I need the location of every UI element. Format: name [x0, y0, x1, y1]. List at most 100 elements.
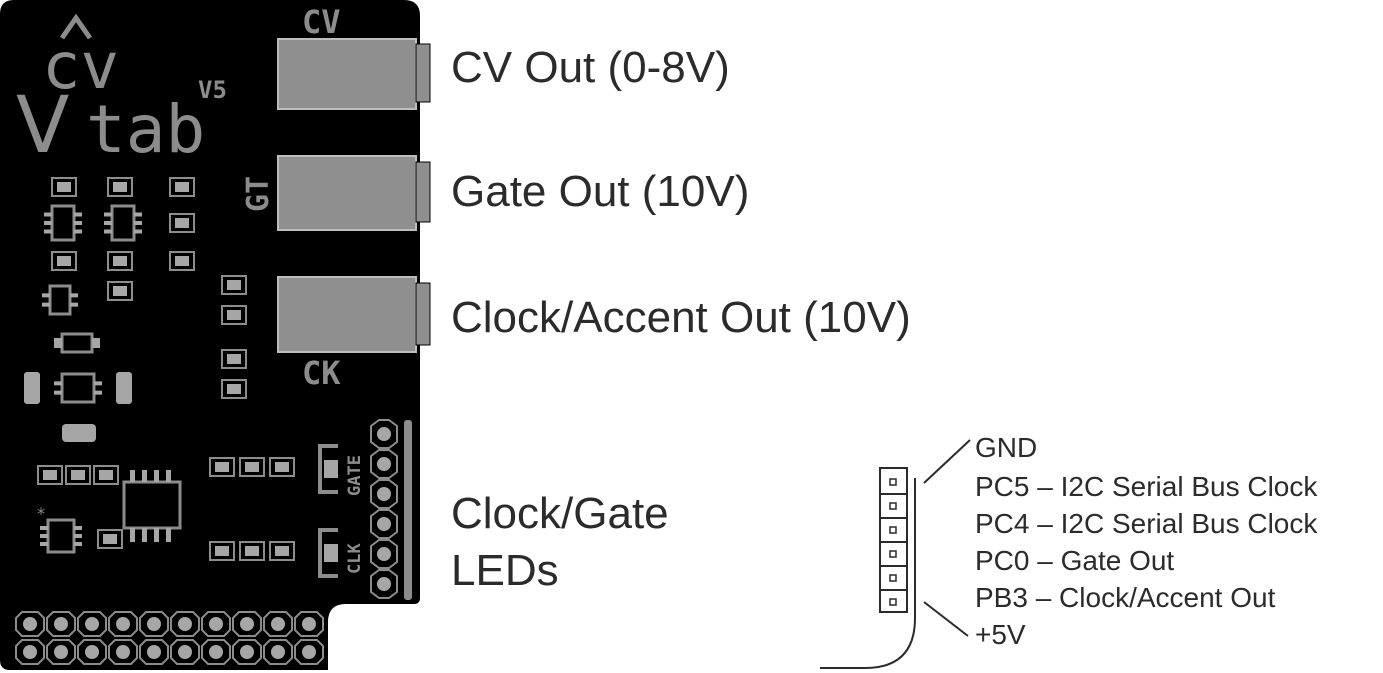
smd-component	[269, 541, 295, 561]
silk-ck-label: CK	[302, 354, 341, 392]
header20-pin-outline	[46, 611, 76, 637]
header20-pin-outline	[139, 611, 169, 637]
header-pin-outline	[370, 509, 398, 539]
header-pin	[377, 577, 391, 591]
pinout-pin	[889, 502, 897, 510]
header-pin	[377, 457, 391, 471]
smd-component	[209, 457, 235, 477]
header20-pin	[209, 645, 223, 659]
header-silk-bar	[404, 420, 412, 600]
callout-gate-out: Gate Out (10V)	[451, 167, 750, 216]
header20-pin	[271, 645, 285, 659]
led-clk-pad	[324, 544, 338, 562]
pinout-pin	[889, 574, 897, 582]
header20-pin-outline	[232, 639, 262, 665]
smd-component	[107, 251, 133, 271]
smd-component	[107, 177, 133, 197]
silk-cv-label: CV	[302, 3, 341, 41]
header20-pin-outline	[201, 611, 231, 637]
pinout-connector-body	[879, 467, 908, 613]
smd-component	[93, 465, 119, 485]
logo-cv: cv	[42, 30, 119, 104]
jack-gate	[277, 155, 431, 231]
pcb-components	[24, 177, 295, 561]
header20-pin-outline	[139, 639, 169, 665]
smd-component	[37, 465, 63, 485]
callout-leds-line1: Clock/Gate	[451, 489, 669, 538]
smd-component	[107, 281, 133, 301]
ic-op-amp-small	[54, 372, 102, 404]
header20-pin	[302, 645, 316, 659]
crystal-pad	[62, 424, 96, 442]
header20-pin	[116, 617, 130, 631]
smd-component	[169, 251, 195, 271]
header20-pin	[178, 617, 192, 631]
ic-transistor	[42, 284, 78, 316]
header20-pin	[23, 617, 37, 631]
header20-pin	[147, 645, 161, 659]
header-pin	[377, 427, 391, 441]
header20-pin-outline	[294, 639, 324, 665]
smd-component	[221, 379, 247, 399]
header20-pin-outline	[46, 639, 76, 665]
header20-pin	[85, 645, 99, 659]
led-gate-outline	[318, 444, 338, 494]
header20-pin-outline	[77, 611, 107, 637]
header20-pin	[23, 645, 37, 659]
header20-pin-outline	[232, 611, 262, 637]
header20-pin-outline	[263, 611, 293, 637]
smd-component	[169, 213, 195, 233]
header20-pin-outline	[170, 639, 200, 665]
led-clk-outline	[318, 528, 338, 578]
smd-component	[51, 251, 77, 271]
pinout-leader-5v	[923, 601, 969, 637]
header20-pin	[302, 617, 316, 631]
header20-pin	[209, 617, 223, 631]
header20-pin-outline	[15, 639, 45, 665]
header20-pin	[240, 617, 254, 631]
pin-label-pc4: PC4 – I2C Serial Bus Clock	[975, 508, 1318, 539]
pin-label-gnd: GND	[975, 432, 1038, 463]
header-pin-outline	[370, 419, 398, 449]
header-pin-outline	[370, 539, 398, 569]
capacitor-pair	[24, 372, 132, 404]
header20-pin	[178, 645, 192, 659]
ic-soic-small	[40, 518, 82, 554]
ic-sot-1	[44, 204, 82, 242]
smd-component	[209, 541, 235, 561]
silk-gate-label: GATE	[345, 455, 365, 496]
smd-component	[269, 457, 295, 477]
header20-pin-outline	[263, 639, 293, 665]
header20-pin	[54, 617, 68, 631]
header-pin-outline	[370, 479, 398, 509]
callout-clock-out: Clock/Accent Out (10V)	[451, 293, 911, 342]
led-gate-pad	[324, 460, 338, 478]
pin-label-pc0: PC0 – Gate Out	[975, 545, 1175, 576]
pinout-pin	[889, 478, 897, 486]
header20-pin	[85, 617, 99, 631]
pin-label-pb3: PB3 – Clock/Accent Out	[975, 582, 1276, 613]
pinout-pin	[889, 550, 897, 558]
pin-label-pc5: PC5 – I2C Serial Bus Clock	[975, 471, 1318, 502]
pinout-connector-pins	[880, 478, 907, 606]
smd-component	[97, 529, 123, 549]
pinout-pin	[889, 526, 897, 534]
logo-v: V	[16, 81, 69, 171]
pinout-leader-gnd	[923, 439, 971, 484]
header-pin	[377, 487, 391, 501]
silk-gt-label: GT	[241, 176, 276, 212]
header20-pin	[54, 645, 68, 659]
logo-version: V5	[198, 76, 227, 104]
smd-component	[221, 305, 247, 325]
header20-pin-outline	[108, 639, 138, 665]
header20-pin	[271, 617, 285, 631]
header-pin	[377, 517, 391, 531]
logo-tab: tab	[86, 91, 205, 168]
main-ic	[122, 470, 182, 542]
silk-clk-label: CLK	[345, 543, 365, 574]
pinout-cable-curve	[820, 478, 916, 669]
header-pin	[377, 547, 391, 561]
header-pin-outline	[370, 449, 398, 479]
